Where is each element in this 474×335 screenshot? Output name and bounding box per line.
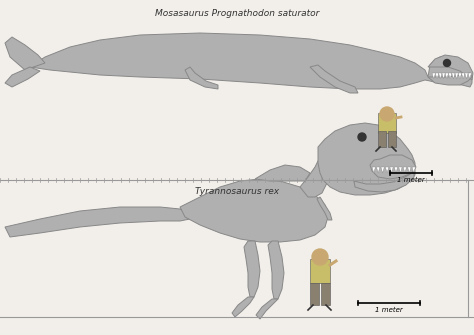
Bar: [378, 113, 396, 133]
Polygon shape: [185, 67, 218, 89]
Polygon shape: [317, 197, 332, 220]
Polygon shape: [385, 167, 389, 173]
Polygon shape: [462, 73, 465, 79]
Polygon shape: [310, 65, 358, 93]
Bar: [388, 131, 396, 147]
Polygon shape: [412, 167, 416, 173]
Polygon shape: [403, 167, 407, 173]
Circle shape: [358, 133, 366, 141]
Text: Mosasaurus Prognathodon saturator: Mosasaurus Prognathodon saturator: [155, 9, 319, 18]
Polygon shape: [442, 73, 445, 79]
Polygon shape: [458, 73, 462, 79]
Polygon shape: [455, 73, 458, 79]
Polygon shape: [452, 73, 455, 79]
Polygon shape: [232, 297, 254, 317]
Circle shape: [380, 107, 394, 121]
Polygon shape: [25, 33, 472, 89]
Polygon shape: [372, 167, 375, 173]
Polygon shape: [445, 73, 448, 79]
Bar: [310, 259, 330, 283]
Text: 1 meter: 1 meter: [397, 177, 425, 183]
Polygon shape: [432, 73, 436, 79]
Polygon shape: [300, 147, 330, 197]
Polygon shape: [399, 167, 402, 173]
Circle shape: [312, 249, 328, 265]
Polygon shape: [438, 73, 442, 79]
Polygon shape: [428, 55, 473, 80]
Bar: [321, 283, 330, 305]
Circle shape: [444, 60, 450, 67]
Polygon shape: [468, 73, 472, 79]
Polygon shape: [5, 37, 45, 70]
Polygon shape: [408, 167, 411, 173]
Polygon shape: [354, 172, 414, 192]
Polygon shape: [381, 167, 384, 173]
Bar: [378, 131, 386, 147]
Polygon shape: [255, 165, 310, 181]
Polygon shape: [5, 67, 40, 87]
Text: 1 meter: 1 meter: [375, 307, 403, 313]
Polygon shape: [435, 73, 439, 79]
Polygon shape: [390, 167, 393, 173]
Polygon shape: [268, 241, 284, 299]
Polygon shape: [376, 167, 380, 173]
Polygon shape: [394, 167, 398, 173]
Polygon shape: [370, 155, 416, 179]
Polygon shape: [428, 73, 472, 85]
Polygon shape: [5, 207, 190, 237]
Polygon shape: [256, 299, 278, 319]
Polygon shape: [244, 241, 260, 297]
Bar: [310, 283, 319, 305]
Polygon shape: [318, 123, 415, 195]
Polygon shape: [465, 73, 468, 79]
Polygon shape: [448, 73, 452, 79]
Text: Tyrannosaurus rex: Tyrannosaurus rex: [195, 187, 279, 196]
Polygon shape: [180, 179, 328, 242]
